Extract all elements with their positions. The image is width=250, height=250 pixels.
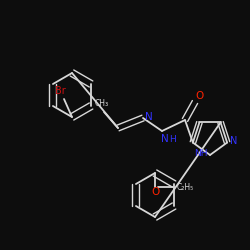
Text: H: H <box>168 134 175 143</box>
Text: C₂H₅: C₂H₅ <box>176 182 194 192</box>
Text: O: O <box>196 91 204 101</box>
Text: CH₃: CH₃ <box>95 100 109 108</box>
Text: Br: Br <box>54 86 66 96</box>
Text: N: N <box>145 112 153 122</box>
Text: NH: NH <box>194 148 208 158</box>
Text: N: N <box>161 134 169 144</box>
Text: N: N <box>230 136 238 145</box>
Text: O: O <box>151 187 159 197</box>
